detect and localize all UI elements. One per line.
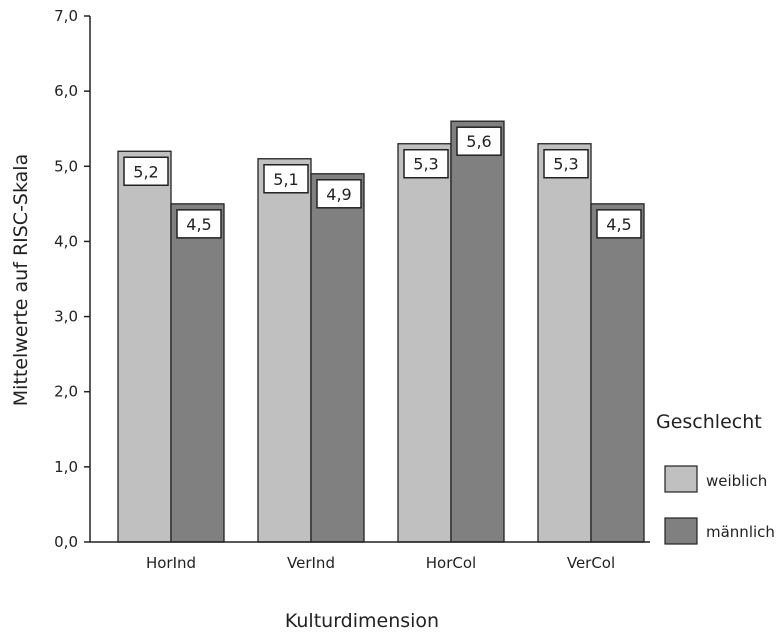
- data-labels-group: 5,2 4,5 5,1 4,9 5,3 5,6 5,3 4,5: [123, 126, 642, 239]
- bars-group: [117, 120, 645, 543]
- bar-horcol-weiblich: [397, 143, 452, 543]
- y-tick-label: 2,0: [54, 383, 78, 401]
- bar-verind-maennlich: [310, 173, 365, 543]
- data-label-box: [263, 164, 309, 194]
- bar-horcol-maennlich: [450, 120, 505, 543]
- legend-label-weiblich: weiblich: [706, 472, 767, 490]
- x-tick-label-horcol: HorCol: [426, 554, 476, 572]
- data-label: 5,3: [413, 155, 438, 174]
- y-tick-label: 5,0: [54, 157, 78, 175]
- data-label-box: [176, 209, 222, 239]
- bar-horind-weiblich: [117, 150, 172, 543]
- data-label: 5,6: [466, 132, 491, 151]
- legend-swatch-weiblich: [664, 465, 698, 493]
- data-label: 5,1: [273, 170, 298, 189]
- bar-horind-maennlich: [170, 203, 225, 543]
- bar-vercol-maennlich: [590, 203, 645, 543]
- legend-swatch-maennlich: [664, 517, 698, 545]
- legend: Geschlecht weiblich männlich: [656, 411, 775, 545]
- x-tick-label-horind: HorInd: [146, 554, 196, 572]
- x-axis-title: Kulturdimension: [285, 610, 439, 632]
- data-label-box: [316, 179, 362, 209]
- data-label-box: [123, 156, 169, 187]
- y-ticks-group: 0,0 1,0 2,0 3,0 4,0 5,0 6,0 7,0: [54, 7, 90, 551]
- data-label: 4,9: [326, 185, 351, 204]
- y-tick-label: 7,0: [54, 7, 78, 25]
- axes-group: [89, 16, 650, 543]
- bar-vercol-weiblich: [537, 143, 592, 543]
- bar-verind-weiblich: [257, 158, 312, 543]
- y-axis-title: Mittelwerte auf RISC-Skala: [10, 154, 32, 406]
- data-label: 5,3: [553, 155, 578, 174]
- y-tick-label: 3,0: [54, 308, 78, 326]
- y-tick-label: 4,0: [54, 232, 78, 250]
- x-tick-label-vercol: VerCol: [567, 554, 615, 572]
- legend-title: Geschlecht: [656, 411, 762, 433]
- data-label-box: [403, 148, 449, 179]
- data-label: 4,5: [186, 215, 211, 234]
- y-tick-label: 1,0: [54, 458, 78, 476]
- legend-label-maennlich: männlich: [706, 523, 775, 541]
- data-label-box: [543, 148, 589, 179]
- data-label: 5,2: [133, 162, 158, 181]
- x-ticks-group: HorInd VerInd HorCol VerCol: [146, 554, 615, 572]
- data-label: 4,5: [606, 215, 631, 234]
- y-tick-label: 6,0: [54, 82, 78, 100]
- data-label-box: [596, 209, 642, 239]
- y-tick-label: 0,0: [54, 533, 78, 551]
- data-label-box: [456, 126, 502, 156]
- x-tick-label-verind: VerInd: [287, 554, 335, 572]
